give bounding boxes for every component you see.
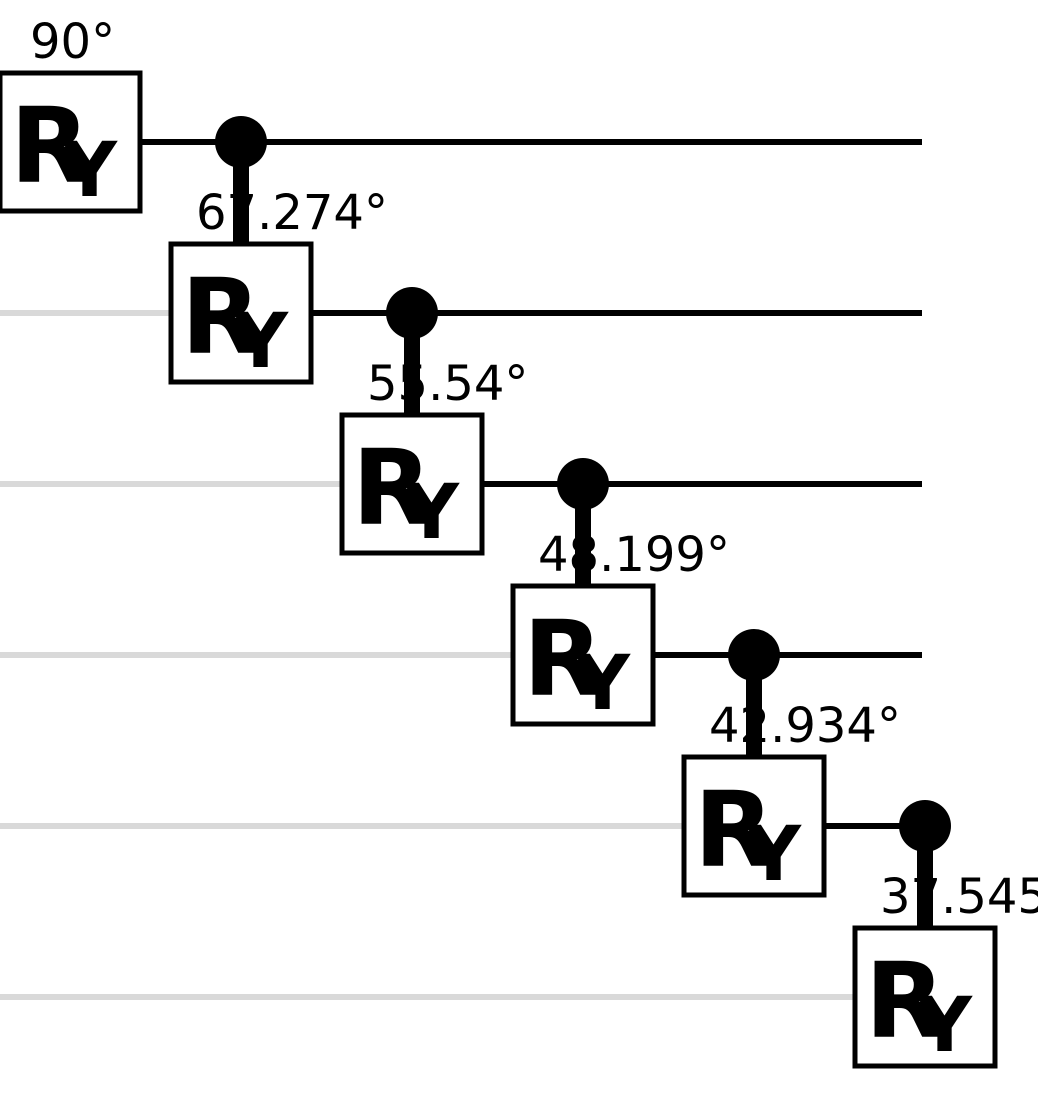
gate-label-main: R — [523, 598, 603, 720]
control-dot-2 — [386, 287, 438, 339]
gate-angle-label: 37.545° — [880, 869, 1038, 925]
gate-angle-label: 55.54° — [367, 356, 528, 412]
ry-gate-box — [339, 412, 485, 556]
ry-gate-3: RY 48.199° — [510, 527, 730, 727]
gate-label-subscript: Y — [61, 125, 118, 214]
gate-angle-label: 48.199° — [538, 527, 730, 583]
gate-angle-label: 67.274° — [196, 185, 388, 241]
gate-label-subscript: Y — [745, 809, 802, 898]
ry-gate-box — [681, 754, 827, 898]
ry-gate-box — [852, 925, 998, 1069]
ry-gate-0: RY 90° — [0, 14, 143, 214]
gate-label-subscript: Y — [574, 638, 631, 727]
gate-label-main: R — [352, 427, 432, 549]
ry-gate-4: RY 42.934° — [681, 698, 901, 898]
control-dot-3 — [557, 458, 609, 510]
control-dot-4 — [728, 629, 780, 681]
gate-label-subscript: Y — [403, 467, 460, 556]
control-dot-5 — [899, 800, 951, 852]
gate-label-main: R — [10, 85, 90, 207]
gate-label-main: R — [865, 940, 945, 1062]
gate-label-subscript: Y — [916, 980, 973, 1069]
gate-angle-label: 90° — [30, 14, 115, 70]
ry-gate-box — [0, 70, 143, 214]
ry-gate-5: RY 37.545° — [852, 869, 1038, 1069]
ry-gate-1: RY 67.274° — [168, 185, 388, 385]
control-lines — [215, 116, 951, 928]
gate-label-main: R — [694, 769, 774, 891]
gate-angle-label: 42.934° — [709, 698, 901, 754]
control-dot-1 — [215, 116, 267, 168]
ry-gate-box — [168, 241, 314, 385]
gate-label-subscript: Y — [232, 296, 289, 385]
gate-label-main: R — [181, 256, 261, 378]
ry-gate-box — [510, 583, 656, 727]
gates: RY90°RY67.274°RY55.54°RY48.199°RY42.934°… — [0, 14, 1038, 1069]
ry-gate-2: RY 55.54° — [339, 356, 528, 556]
